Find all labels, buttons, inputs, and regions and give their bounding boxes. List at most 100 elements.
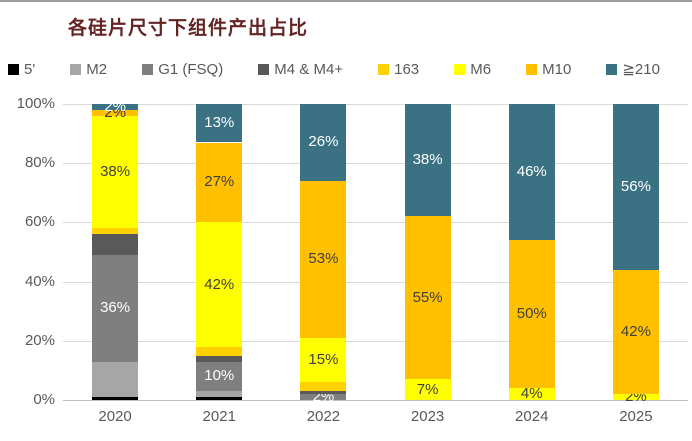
data-label: 42% bbox=[620, 322, 651, 340]
x-axis-tick-label: 2024 bbox=[515, 408, 549, 425]
legend-item-5: 163 bbox=[378, 61, 419, 78]
x-axis-tick-label: 2023 bbox=[410, 408, 445, 425]
legend-swatch-icon bbox=[8, 63, 19, 75]
legend-item-1: 5' bbox=[8, 61, 35, 78]
gridline bbox=[63, 222, 688, 224]
legend-label: M10 bbox=[542, 60, 572, 78]
bar-segment bbox=[92, 104, 139, 110]
legend-swatch-icon bbox=[454, 63, 466, 75]
legend-label: ≧210 bbox=[622, 61, 660, 78]
bar-2021: 10% 42% 27% 13% bbox=[196, 104, 243, 400]
data-label: 36% bbox=[100, 299, 131, 317]
y-axis-tick-label: 0% bbox=[33, 391, 55, 408]
bar-segment bbox=[300, 180, 347, 338]
bar-segment bbox=[300, 337, 347, 383]
bar-2020: 36% 38% 2% 2% bbox=[92, 99, 139, 400]
bar-segment bbox=[508, 104, 555, 241]
bar-2025: 2% 42% 56% bbox=[612, 104, 659, 404]
legend-label: M4 & M4+ bbox=[274, 60, 344, 78]
bar-segment bbox=[92, 254, 139, 362]
legend-item-6: M6 bbox=[454, 61, 491, 78]
gridline bbox=[63, 281, 688, 283]
data-label: 15% bbox=[308, 351, 339, 369]
legend-label: M6 bbox=[470, 60, 492, 78]
bar-2022: 2% 15% 53% 26% bbox=[300, 104, 347, 404]
data-label: 50% bbox=[516, 305, 547, 323]
data-label: 10% bbox=[204, 367, 235, 385]
legend-swatch-icon bbox=[70, 63, 82, 75]
data-label: 46% bbox=[516, 163, 547, 181]
bar-segment bbox=[196, 142, 243, 223]
legend-label: 5' bbox=[24, 60, 36, 78]
data-label: 55% bbox=[412, 288, 443, 306]
legend-label: G1 (FSQ) bbox=[158, 60, 224, 78]
y-axis-tick-label: 60% bbox=[24, 213, 55, 231]
bar-segment bbox=[92, 234, 139, 255]
data-label: 4% bbox=[520, 385, 543, 403]
gridline bbox=[63, 340, 688, 342]
bar-segment bbox=[300, 394, 347, 400]
legend: 5' M2 G1 (FSQ) M4 & M4+ 163 M6 M10 ≧210 bbox=[8, 60, 660, 78]
window-top-border bbox=[0, 0, 692, 2]
legend-label: M2 bbox=[86, 60, 108, 78]
data-label: 26% bbox=[308, 133, 339, 151]
y-axis-tick-label: 80% bbox=[24, 154, 55, 172]
legend-item-3: G1 (FSQ) bbox=[142, 61, 223, 78]
x-axis-tick-label: 2022 bbox=[306, 408, 341, 425]
legend-item-4: M4 & M4+ bbox=[258, 61, 343, 78]
legend-swatch-icon bbox=[606, 63, 618, 75]
bar-segment bbox=[612, 269, 659, 395]
data-label: 56% bbox=[620, 177, 651, 195]
bar-segment bbox=[92, 109, 139, 116]
bar-segment bbox=[196, 104, 243, 143]
legend-swatch-icon bbox=[142, 63, 154, 75]
bar-segment bbox=[508, 240, 555, 389]
bar-segment bbox=[404, 104, 451, 217]
data-label: 2% bbox=[104, 97, 126, 115]
legend-item-2: M2 bbox=[70, 61, 107, 78]
chart-title: 各硅片尺寸下组件产出占比 bbox=[68, 18, 309, 39]
legend-item-7: M10 bbox=[526, 61, 571, 78]
bar-segment bbox=[508, 388, 555, 400]
data-label: 13% bbox=[204, 114, 235, 132]
data-label: 27% bbox=[204, 173, 235, 191]
data-label: 38% bbox=[412, 151, 443, 169]
bar-2023: 7% 55% 38% bbox=[404, 104, 451, 400]
x-axis-tick-label: 2020 bbox=[98, 408, 132, 425]
legend-swatch-icon bbox=[378, 63, 390, 75]
bar-segment bbox=[196, 346, 243, 356]
data-label: 53% bbox=[308, 250, 339, 268]
x-axis-line bbox=[63, 400, 688, 401]
gridline bbox=[63, 163, 688, 165]
y-axis-tick-label: 20% bbox=[24, 331, 55, 349]
data-label: 42% bbox=[204, 275, 235, 293]
bar-segment bbox=[300, 104, 347, 181]
bar-segment bbox=[92, 115, 139, 229]
x-axis-tick-label: 2021 bbox=[202, 408, 236, 425]
bar-segment bbox=[300, 391, 347, 395]
data-label: 7% bbox=[416, 380, 439, 398]
bar-segment bbox=[404, 216, 451, 380]
y-axis-tick-label: 40% bbox=[24, 272, 55, 290]
legend-swatch-icon bbox=[258, 63, 270, 75]
bar-segment bbox=[612, 104, 659, 270]
bar-2024: 4% 50% 46% bbox=[508, 104, 555, 403]
bar-segment bbox=[196, 355, 243, 362]
data-label: 38% bbox=[100, 163, 131, 181]
y-axis-tick-label: 100% bbox=[16, 95, 55, 112]
gridline bbox=[63, 104, 688, 105]
legend-label: 163 bbox=[394, 60, 420, 78]
bar-segment bbox=[92, 361, 139, 398]
bar-segment bbox=[404, 379, 451, 400]
bar-segment bbox=[92, 397, 139, 400]
legend-swatch-icon bbox=[526, 63, 538, 75]
bar-segment bbox=[196, 222, 243, 347]
x-axis-tick-label: 2025 bbox=[619, 408, 653, 425]
bar-segment bbox=[612, 394, 659, 400]
bar-segment bbox=[92, 228, 139, 235]
legend-item-8: ≧210 bbox=[606, 60, 660, 78]
bar-segment bbox=[196, 361, 243, 392]
bar-segment bbox=[300, 382, 347, 392]
bar-segment bbox=[196, 397, 243, 400]
